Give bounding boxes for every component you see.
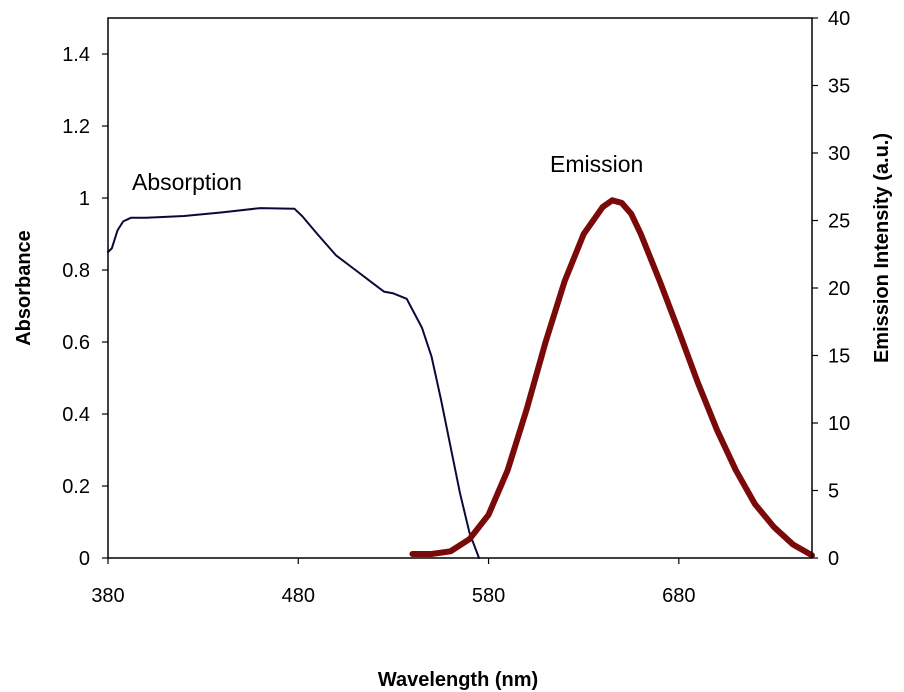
y-tick-label: 1.4 — [62, 44, 90, 66]
y2-axis-title: Emission Intensity (a.u.) — [871, 133, 893, 363]
y-tick-label: 1.2 — [62, 116, 90, 138]
plot-frame — [107, 17, 813, 559]
y2-tick-label: 30 — [828, 143, 850, 165]
annotation-emission: Emission — [550, 151, 643, 177]
y2-tick-label: 35 — [828, 76, 850, 98]
y2-tick-label: 5 — [828, 481, 839, 503]
y-axis-title: Absorbance — [13, 230, 35, 346]
y-tick-label: 0.8 — [62, 260, 90, 282]
plot-marks — [107, 197, 815, 559]
y-tick-label: 0.6 — [62, 332, 90, 354]
y2-tick-label: 20 — [828, 278, 850, 300]
absorption-line — [107, 207, 480, 559]
axis-ticks: 380 480 580 680 0 0.2 0.4 0.6 0.8 1 1.2 1.4 0 5 10 15 20… — [62, 8, 850, 607]
emission-line — [409, 197, 815, 559]
annotation-absorption: Absorption — [132, 169, 242, 195]
x-tick-label: 680 — [662, 585, 695, 607]
x-tick-label: 480 — [282, 585, 315, 607]
y-tick-label: 0.4 — [62, 404, 90, 426]
x-tick-label: 380 — [91, 585, 124, 607]
y-tick-label: 0.2 — [62, 476, 90, 498]
y2-tick-label: 10 — [828, 413, 850, 435]
x-axis-title: Wavelength (nm) — [378, 669, 538, 691]
y-tick-label: 1 — [79, 188, 90, 210]
y-tick-label: 0 — [79, 548, 90, 570]
x-tick-label: 580 — [472, 585, 505, 607]
y2-tick-label: 0 — [828, 548, 839, 570]
y2-tick-label: 25 — [828, 211, 850, 233]
y2-tick-label: 15 — [828, 346, 850, 368]
y2-tick-label: 40 — [828, 8, 850, 30]
